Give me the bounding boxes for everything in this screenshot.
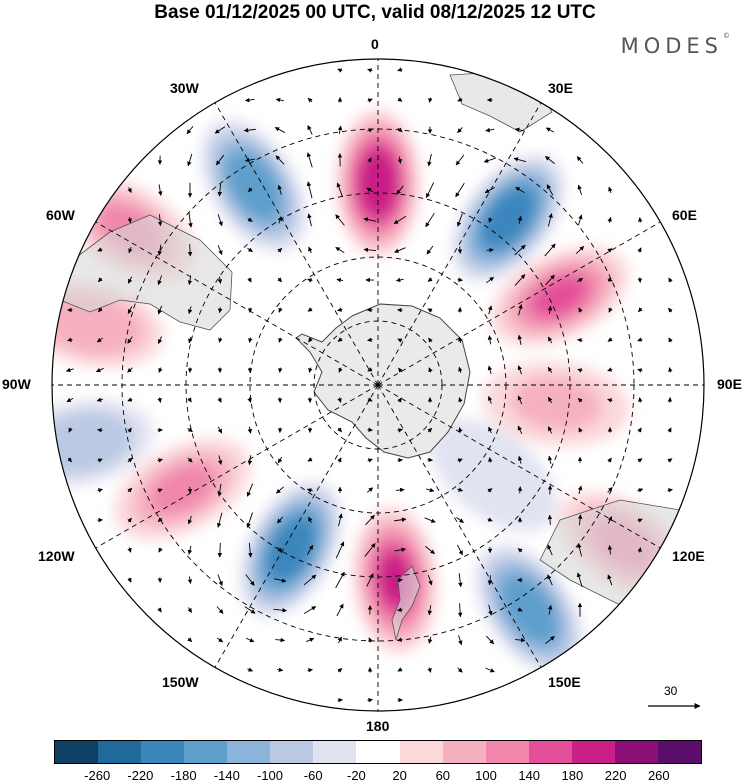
lon-label-150e: 150E <box>548 674 581 690</box>
lon-label-90w: 90W <box>2 376 31 392</box>
colorbar-tick-label: -220 <box>127 768 153 783</box>
colorbar-swatch <box>356 741 399 763</box>
lon-label-30e: 30E <box>548 80 573 96</box>
wind-vector <box>190 487 191 493</box>
wind-vector <box>428 460 433 461</box>
colorbar-swatch <box>443 741 486 763</box>
colorbar-tick-label: 100 <box>475 768 497 783</box>
lon-label-60e: 60E <box>672 207 697 223</box>
colorbar-swatch <box>486 741 529 763</box>
colorbar-tick-label: 20 <box>392 768 406 783</box>
colorbar-tick-label: 180 <box>562 768 584 783</box>
wind-vector <box>190 244 191 256</box>
colorbar-tick-label: -180 <box>171 768 197 783</box>
lon-label-180: 180 <box>366 718 389 734</box>
colorbar-swatch <box>313 741 356 763</box>
lon-label-90e: 90E <box>717 376 742 392</box>
colorbar-tick-label: 260 <box>648 768 670 783</box>
colorbar-swatch <box>529 741 572 763</box>
colorbar-swatch <box>615 741 658 763</box>
colorbar-tick-label: 60 <box>436 768 450 783</box>
wind-vector <box>578 340 583 341</box>
lon-label-120e: 120E <box>672 548 705 564</box>
colorbar-swatch <box>658 741 701 763</box>
colorbar-tick-label: -100 <box>257 768 283 783</box>
lon-label-0: 0 <box>371 36 379 52</box>
lon-label-120w: 120W <box>38 548 75 564</box>
colorbar-swatch <box>400 741 443 763</box>
colorbar-tick-label: 220 <box>605 768 627 783</box>
lon-label-60w: 60W <box>46 207 75 223</box>
wind-vector <box>370 606 371 615</box>
colorbar-swatch <box>98 741 141 763</box>
colorbar-tick-label: -260 <box>84 768 110 783</box>
lon-label-30w: 30W <box>170 80 199 96</box>
lon-label-150w: 150W <box>162 674 199 690</box>
colorbar-swatch <box>141 741 184 763</box>
colorbar-tick-label: -140 <box>214 768 240 783</box>
colorbar-swatch <box>227 741 270 763</box>
colorbar-tick-label: -20 <box>347 768 366 783</box>
colorbar-ticks: -260 -220 -180 -140 -100 -60 -20 20 60 100 140 180 2… <box>0 768 750 784</box>
colorbar-swatch <box>572 741 615 763</box>
reference-vector-value: 30 <box>664 684 677 698</box>
colorbar <box>54 740 702 764</box>
colorbar-tick-label: -60 <box>304 768 323 783</box>
wind-vector <box>520 487 521 493</box>
wind-vector <box>487 250 494 251</box>
wind-vector <box>280 368 281 373</box>
colorbar-swatch <box>55 741 98 763</box>
wind-vector <box>640 278 641 283</box>
colorbar-tick-label: 140 <box>518 768 540 783</box>
wind-vector <box>460 247 461 254</box>
colorbar-swatch <box>184 741 227 763</box>
colorbar-swatch <box>270 741 313 763</box>
map-disc <box>0 50 720 730</box>
